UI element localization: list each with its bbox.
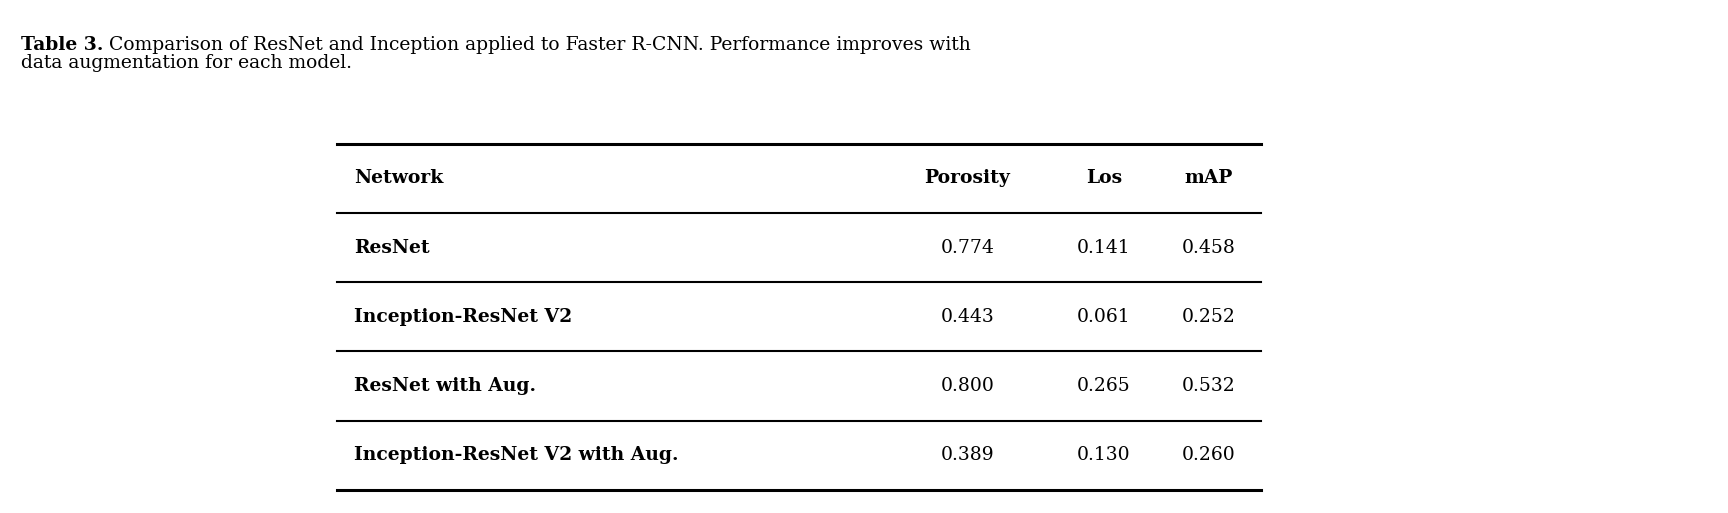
Text: ResNet with Aug.: ResNet with Aug. bbox=[354, 377, 536, 395]
Text: 0.141: 0.141 bbox=[1077, 239, 1130, 256]
Text: 0.458: 0.458 bbox=[1182, 239, 1236, 256]
Text: Table 3.: Table 3. bbox=[21, 36, 104, 54]
Text: 0.061: 0.061 bbox=[1077, 308, 1130, 326]
Text: 0.532: 0.532 bbox=[1182, 377, 1236, 395]
Text: mAP: mAP bbox=[1185, 169, 1234, 187]
Text: Network: Network bbox=[354, 169, 444, 187]
Text: 0.260: 0.260 bbox=[1182, 446, 1236, 464]
Text: Comparison of ResNet and Inception applied to Faster R-CNN. Performance improves: Comparison of ResNet and Inception appli… bbox=[104, 36, 971, 54]
Text: Porosity: Porosity bbox=[924, 169, 1011, 187]
Text: 0.389: 0.389 bbox=[940, 446, 994, 464]
Text: ResNet: ResNet bbox=[354, 239, 430, 256]
Text: 0.774: 0.774 bbox=[940, 239, 994, 256]
Text: 0.130: 0.130 bbox=[1077, 446, 1130, 464]
Text: data augmentation for each model.: data augmentation for each model. bbox=[21, 54, 353, 72]
Text: Inception-ResNet V2 with Aug.: Inception-ResNet V2 with Aug. bbox=[354, 446, 679, 464]
Text: Los: Los bbox=[1085, 169, 1121, 187]
Text: 0.800: 0.800 bbox=[940, 377, 994, 395]
Text: Inception-ResNet V2: Inception-ResNet V2 bbox=[354, 308, 572, 326]
Text: 0.265: 0.265 bbox=[1077, 377, 1130, 395]
Text: 0.443: 0.443 bbox=[940, 308, 994, 326]
Text: 0.252: 0.252 bbox=[1182, 308, 1236, 326]
